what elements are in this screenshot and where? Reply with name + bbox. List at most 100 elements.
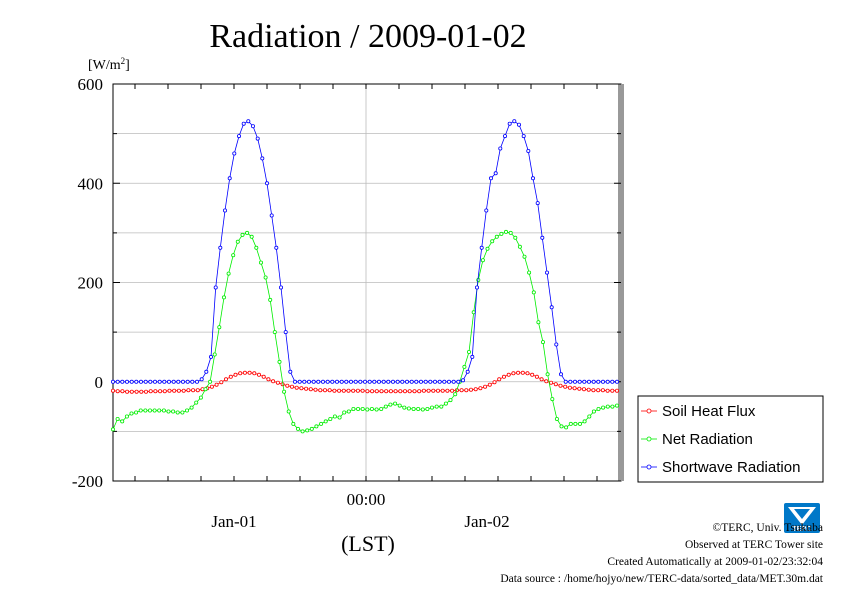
data-point bbox=[162, 389, 167, 394]
data-point bbox=[152, 379, 157, 384]
data-point bbox=[256, 372, 261, 377]
data-point bbox=[208, 354, 213, 359]
data-point bbox=[596, 406, 601, 411]
data-point bbox=[572, 386, 577, 391]
data-point bbox=[497, 377, 502, 382]
data-point bbox=[189, 405, 194, 410]
data-point bbox=[322, 388, 327, 393]
data-point bbox=[554, 416, 559, 421]
y-unit-end: ] bbox=[125, 58, 130, 73]
x-tick-labels: 00:00 Jan-01 Jan-02 bbox=[211, 490, 509, 531]
data-point bbox=[610, 388, 615, 393]
data-point bbox=[558, 383, 563, 388]
y-axis-unit-label: [W/m2] bbox=[88, 56, 130, 73]
data-point bbox=[339, 379, 344, 384]
data-point bbox=[115, 379, 120, 384]
data-point bbox=[527, 270, 532, 275]
data-point bbox=[450, 388, 455, 393]
legend-label: Soil Heat Flux bbox=[662, 403, 756, 420]
data-point bbox=[406, 406, 411, 411]
data-point bbox=[134, 410, 139, 415]
data-point bbox=[232, 151, 237, 156]
data-point bbox=[400, 379, 405, 384]
data-point bbox=[466, 349, 471, 354]
data-point bbox=[448, 398, 453, 403]
data-point bbox=[586, 387, 591, 392]
data-point bbox=[199, 377, 204, 382]
data-point bbox=[360, 406, 365, 411]
data-point bbox=[129, 389, 134, 394]
data-point bbox=[152, 408, 157, 413]
data-point bbox=[292, 379, 297, 384]
data-point bbox=[241, 121, 246, 126]
data-point bbox=[115, 389, 120, 394]
data-point bbox=[323, 419, 328, 424]
data-point bbox=[568, 421, 573, 426]
data-point bbox=[437, 379, 442, 384]
x-tick-label-date: Jan-01 bbox=[211, 512, 256, 531]
data-point bbox=[402, 405, 407, 410]
data-point bbox=[563, 384, 568, 389]
footer-copyright: ©TERC, Univ. Tsukuba bbox=[713, 522, 823, 534]
data-point bbox=[190, 379, 195, 384]
data-point bbox=[517, 122, 522, 127]
data-point bbox=[398, 389, 403, 394]
data-point bbox=[520, 370, 525, 375]
x-axis-label: (LST) bbox=[341, 531, 395, 556]
data-point bbox=[351, 406, 356, 411]
data-point bbox=[272, 330, 277, 335]
footer-source: Data source : /home/hojyo/new/TERC-data/… bbox=[500, 573, 823, 585]
data-point bbox=[443, 401, 448, 406]
y-tick-label: 600 bbox=[78, 75, 104, 94]
data-point bbox=[297, 379, 302, 384]
data-point bbox=[591, 409, 596, 414]
data-point bbox=[304, 386, 309, 391]
data-point bbox=[587, 379, 592, 384]
data-point bbox=[120, 389, 125, 394]
data-point bbox=[208, 379, 213, 384]
data-point bbox=[327, 388, 332, 393]
data-point bbox=[563, 379, 568, 384]
data-point bbox=[332, 414, 337, 419]
data-point bbox=[610, 404, 615, 409]
data-point bbox=[283, 330, 288, 335]
data-point bbox=[246, 119, 251, 124]
data-point bbox=[601, 405, 606, 410]
legend-label: Net Radiation bbox=[662, 431, 753, 448]
data-point bbox=[376, 379, 381, 384]
data-point bbox=[615, 379, 620, 384]
data-point bbox=[242, 370, 247, 375]
legend-swatch-marker bbox=[646, 436, 652, 442]
data-point bbox=[480, 258, 485, 263]
data-point bbox=[166, 379, 171, 384]
data-point bbox=[490, 239, 495, 244]
data-point bbox=[605, 404, 610, 409]
data-point bbox=[426, 388, 431, 393]
data-point bbox=[111, 427, 116, 432]
data-point bbox=[166, 409, 171, 414]
data-point bbox=[503, 229, 508, 234]
data-point bbox=[479, 245, 484, 250]
series-net-radiation bbox=[111, 229, 620, 434]
legend: Soil Heat Flux Net Radiation Shortwave Rad… bbox=[637, 395, 824, 483]
data-point bbox=[285, 383, 290, 388]
data-point bbox=[148, 389, 153, 394]
data-point bbox=[129, 411, 134, 416]
data-point bbox=[334, 379, 339, 384]
data-point bbox=[600, 388, 605, 393]
data-point bbox=[386, 379, 391, 384]
data-point bbox=[591, 379, 596, 384]
data-point bbox=[213, 285, 218, 290]
data-point bbox=[577, 386, 582, 391]
data-point bbox=[521, 134, 526, 139]
data-point bbox=[431, 388, 436, 393]
data-point bbox=[446, 379, 451, 384]
data-point bbox=[390, 379, 395, 384]
data-point bbox=[148, 379, 153, 384]
data-point bbox=[383, 404, 388, 409]
legend-entry: Shortwave Radiation bbox=[641, 459, 800, 476]
data-point bbox=[277, 359, 282, 364]
data-point bbox=[219, 380, 224, 385]
data-point bbox=[162, 379, 167, 384]
data-point bbox=[605, 388, 610, 393]
